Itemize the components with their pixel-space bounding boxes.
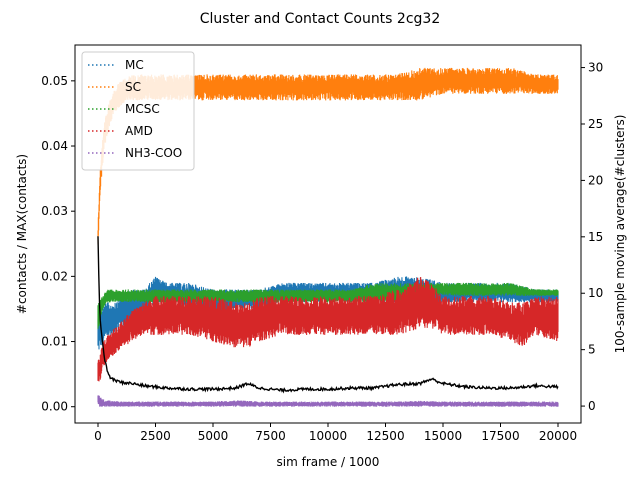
y-right-tick-label: 30 [588, 61, 603, 75]
x-tick-label: 7500 [255, 429, 286, 443]
x-axis-title: sim frame / 1000 [277, 455, 380, 469]
y-axis-right: 0 5 10 15 20 25 30 [581, 61, 603, 413]
y-right-tick-label: 5 [588, 343, 596, 357]
y-right-tick-label: 10 [588, 286, 603, 300]
legend-box [81, 51, 195, 171]
x-tick-label: 0 [94, 429, 102, 443]
legend-label-sc: SC [125, 80, 141, 94]
series-layer [97, 67, 559, 407]
legend-label-nh3-coo: NH3-COO [125, 146, 182, 160]
legend-label-mcsc: MCSC [125, 102, 160, 116]
y-right-tick-label: 25 [588, 117, 603, 131]
x-tick-label: 2500 [140, 429, 171, 443]
x-tick-label: 20000 [539, 429, 577, 443]
series-amd-band [97, 276, 559, 382]
y-right-tick-label: 20 [588, 173, 603, 187]
y-tick-label: 0.05 [41, 74, 68, 88]
y-axis-title-left: #contacts / MAX(contacts) [15, 154, 29, 314]
x-tick-label: 10000 [309, 429, 347, 443]
y-tick-label: 0.03 [41, 204, 68, 218]
legend-label-amd: AMD [125, 124, 153, 138]
series-moving-average-line [97, 236, 559, 394]
x-tick-label: 5000 [198, 429, 229, 443]
y-tick-label: 0.04 [41, 139, 68, 153]
y-right-tick-label: 0 [588, 399, 596, 413]
x-tick-label: 17500 [481, 429, 519, 443]
x-tick-label: 12500 [366, 429, 404, 443]
y-axis-left: 0.00 0.01 0.02 0.03 0.04 0.05 [41, 74, 75, 414]
y-tick-label: 0.02 [41, 269, 68, 283]
chart-title: Cluster and Contact Counts 2cg32 [200, 11, 440, 27]
y-right-tick-label: 15 [588, 230, 603, 244]
y-tick-label: 0.00 [41, 400, 68, 414]
legend-label-mc: MC [125, 58, 144, 72]
y-tick-label: 0.01 [41, 335, 68, 349]
series-nh3-coo-band [97, 395, 559, 407]
y-axis-title-right: 100-sample moving average(#clusters) [613, 115, 627, 354]
x-tick-label: 15000 [424, 429, 462, 443]
x-axis: 0 2500 5000 7500 10000 12500 15000 17500 20000 [94, 423, 577, 443]
